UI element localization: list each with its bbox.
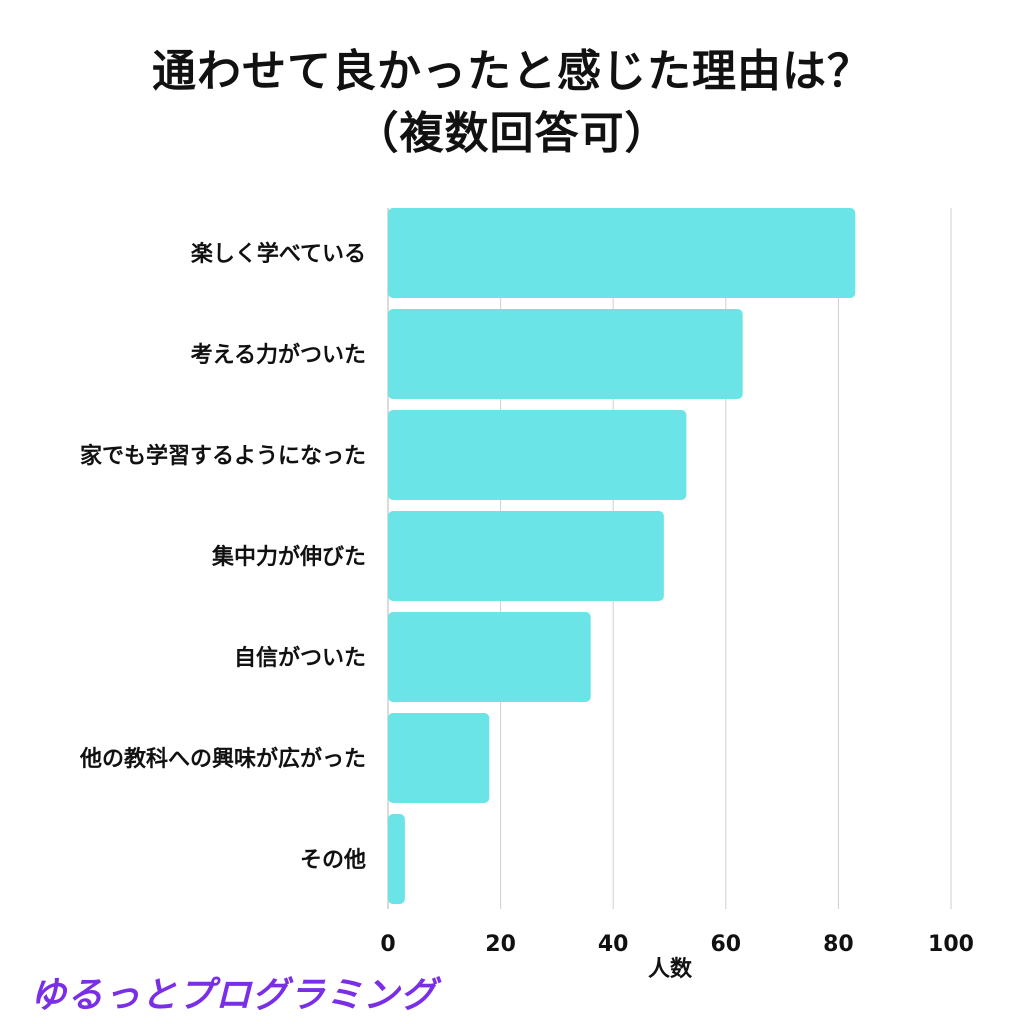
category-label: 家でも学習するようになった [80, 443, 366, 469]
bar [388, 511, 664, 601]
category-label: その他 [300, 848, 366, 873]
bar [388, 309, 743, 399]
category-label: 集中力が伸びた [211, 544, 366, 570]
bar [388, 410, 687, 500]
x-tick-label: 0 [380, 932, 395, 957]
chart-title: 通わせて良かったと感じた理由は？ [152, 46, 872, 97]
bar [388, 814, 405, 904]
x-tick-label: 80 [823, 932, 854, 957]
bar [388, 208, 856, 298]
x-tick-label: 40 [598, 932, 629, 957]
category-label: 他の教科への興味が広がった [79, 746, 366, 772]
brand-logo-text: ゆるっとプログラミング [30, 975, 438, 1016]
bar [388, 612, 591, 702]
x-tick-label: 20 [485, 932, 516, 957]
category-label: 考える力がついた [191, 342, 366, 368]
category-label: 自信がついた [234, 645, 366, 671]
bar [388, 713, 490, 803]
x-tick-label: 60 [710, 932, 741, 957]
x-axis-label: 人数 [648, 956, 693, 982]
x-tick-labels: 0 20 40 60 80 100 [380, 932, 974, 957]
category-labels: 楽しく学べている考える力がついた家でも学習するようになった集中力が伸びた自信がつ… [79, 241, 366, 873]
x-tick-label: 100 [928, 932, 974, 957]
category-label: 楽しく学べている [191, 241, 366, 267]
chart-subtitle: （複数回答可） [354, 108, 670, 159]
bars [388, 208, 856, 904]
